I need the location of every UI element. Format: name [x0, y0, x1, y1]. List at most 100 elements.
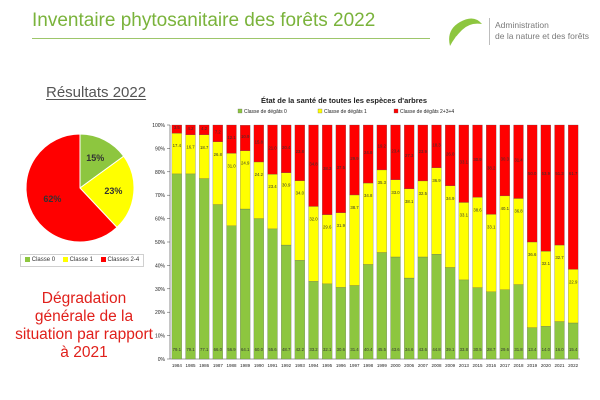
bar-segment-1992-0 [281, 244, 292, 360]
bar-value-label: 32.1 [323, 347, 332, 352]
bar-value-label: 33.1 [487, 224, 496, 229]
x-tick-label-2008: 2008 [431, 363, 442, 368]
bar-value-label: 60.0 [255, 347, 264, 352]
bar-value-label: 64.1 [241, 347, 250, 352]
y-tick-label: 30% [155, 287, 166, 293]
title-underline [32, 38, 430, 39]
bar-segment-2022-0 [568, 322, 579, 360]
bar-value-label: 55.6 [268, 347, 277, 352]
bar-value-label: 36.6 [528, 252, 537, 257]
bar-segment-1996-2 [335, 124, 346, 213]
bar-segment-2000-2 [390, 124, 401, 180]
bar-segment-1989-2 [240, 125, 251, 151]
bar-segment-1984-2 [171, 124, 182, 134]
pie-slice-0 [79, 133, 125, 189]
bar-segment-2013-2 [458, 124, 469, 203]
bar-value-label: 38.3 [323, 166, 332, 171]
results-title: Résultats 2022 [46, 84, 147, 101]
x-tick-label-1985: 1985 [185, 363, 196, 368]
bar-value-label: 31.4 [350, 347, 359, 352]
bar-segment-1985-2 [185, 124, 196, 135]
bar-value-label: 10.9 [241, 134, 250, 139]
x-tick-label-1993: 1993 [295, 363, 306, 368]
bar-value-label: 23.4 [391, 148, 400, 153]
bar-value-label: 26.8 [214, 152, 223, 157]
x-tick-label-1988: 1988 [226, 363, 237, 368]
bar-segment-2009-2 [445, 124, 456, 186]
bar-segment-1992-2 [281, 124, 292, 173]
y-tick-label: 10% [155, 334, 166, 340]
bar-value-label: 34.8 [364, 193, 373, 198]
bar-segment-2007-0 [417, 256, 428, 360]
bar-value-label: 51.3 [555, 171, 564, 176]
bar-value-label: 34.6 [405, 347, 414, 352]
x-tick-label-1994: 1994 [308, 363, 319, 368]
bar-value-label: 50.0 [528, 171, 537, 176]
bar-segment-1999-0 [376, 252, 387, 360]
bar-segment-1984-1 [171, 133, 182, 175]
bar-segment-1984-0 [171, 173, 182, 360]
x-tick-label-2007: 2007 [418, 363, 429, 368]
bar-segment-2022-1 [568, 269, 579, 324]
x-tick-label-2013: 2013 [459, 363, 470, 368]
bar-value-label: 30.9 [282, 183, 291, 188]
bar-segment-2021-0 [554, 321, 565, 360]
bar-value-label: 29.6 [501, 347, 510, 352]
bar-segment-2022-2 [568, 124, 579, 270]
bar-legend-swatch-1 [317, 108, 323, 114]
bar-segment-1988-0 [226, 225, 237, 360]
bar-value-label: 22.9 [569, 279, 578, 284]
bar-value-label: 29.9 [350, 156, 359, 161]
bar-segment-1987-2 [212, 124, 223, 142]
pie-legend-item-0: Classe 0 [24, 257, 55, 264]
x-tick-label-2018: 2018 [513, 363, 524, 368]
bar-value-label: 32.1 [542, 261, 551, 266]
x-tick-label-1992: 1992 [281, 363, 292, 368]
bar-value-label: 38.2 [487, 166, 496, 171]
bar-value-label: 34.9 [446, 196, 455, 201]
bar-segment-1994-2 [308, 124, 319, 207]
y-tick-label: 0% [158, 357, 166, 363]
bar-segment-2006-2 [404, 124, 415, 190]
stacked-bar-chart: État de la santé de toutes les espèces d… [140, 92, 590, 382]
bar-value-label: 16.0 [555, 347, 564, 352]
bar-value-label: 33.0 [391, 190, 400, 195]
bar-value-label: 43.6 [419, 347, 428, 352]
bar-segment-2000-0 [390, 256, 401, 360]
bar-value-label: 38.1 [405, 199, 414, 204]
bar-value-label: 17.4 [173, 143, 182, 148]
leaf-icon [449, 18, 482, 46]
x-tick-label-2021: 2021 [554, 363, 565, 368]
bar-value-label: 4.2 [201, 126, 208, 131]
pie-legend: Classe 0 Classe 1 Classes 2-4 [20, 254, 144, 267]
bar-value-label: 42.2 [296, 347, 305, 352]
pie-legend-item-2: Classes 2-4 [100, 257, 139, 264]
x-tick-label-2017: 2017 [500, 363, 511, 368]
y-tick-label: 70% [155, 193, 166, 199]
bar-value-label: 79.1 [186, 347, 195, 352]
bar-value-label: 24.9 [241, 161, 250, 166]
bar-chart-title: État de la santé de toutes les espèces d… [261, 96, 427, 105]
bar-value-label: 13.4 [528, 347, 537, 352]
bar-segment-1990-0 [253, 218, 264, 360]
bar-value-label: 3.5 [174, 125, 181, 130]
bar-value-label: 24.2 [255, 172, 264, 177]
bar-value-label: 31.0 [227, 163, 236, 168]
bar-value-label: 12.1 [227, 135, 236, 140]
bar-value-label: 21.0 [268, 146, 277, 151]
bar-value-label: 36.9 [432, 178, 441, 183]
y-tick-label: 90% [155, 146, 166, 152]
anf-logo: anf [449, 18, 482, 46]
bar-segment-1991-2 [267, 124, 278, 175]
bar-value-label: 32.0 [309, 216, 318, 221]
bar-value-label: 45.5 [378, 347, 387, 352]
pie-label-0: 15% [86, 153, 104, 163]
x-tick-label-1984: 1984 [172, 363, 183, 368]
bar-segment-1998-2 [363, 124, 374, 184]
x-tick-label-2015: 2015 [472, 363, 483, 368]
bar-value-label: 18.7 [200, 145, 209, 150]
bar-value-label: 40.1 [501, 206, 510, 211]
bar-value-label: 37.5 [337, 165, 346, 170]
bar-segment-1990-1 [253, 161, 264, 219]
pie-chart: 15% 23% 62% [20, 128, 140, 253]
